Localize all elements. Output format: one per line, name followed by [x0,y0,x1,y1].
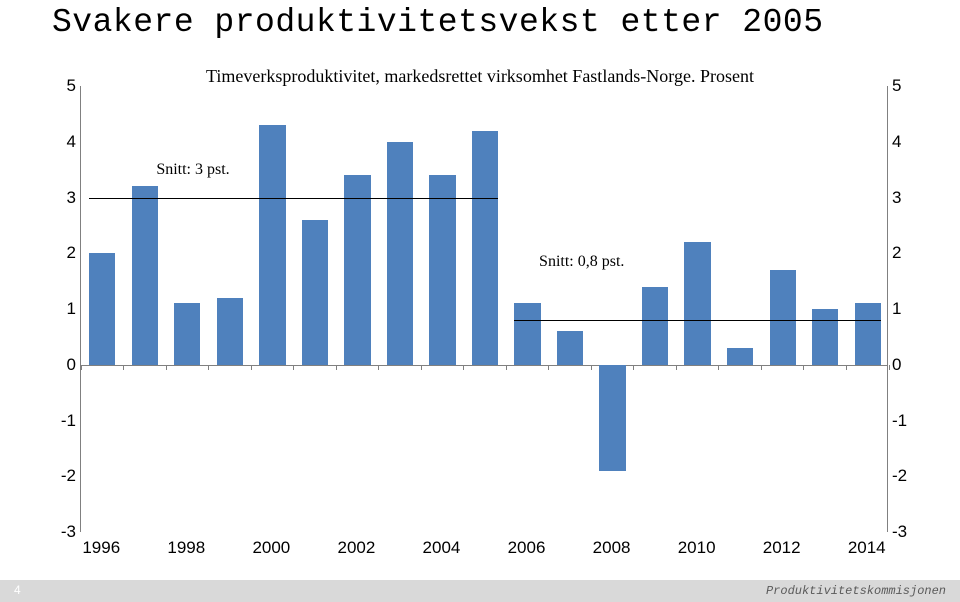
bar-chart: -3-3-2-2-1-10011223344551996199820002002… [56,62,912,556]
x-tick [633,365,634,370]
y-axis-label-left: 5 [56,76,76,96]
y-axis-label-right: 1 [892,299,912,319]
average-line [89,198,498,199]
y-axis-label-left: -2 [56,466,76,486]
average-line [514,320,881,321]
y-axis-label-right: 3 [892,188,912,208]
bar [387,142,413,365]
footer-text: Produktivitetskommisjonen [766,584,946,598]
bar [302,220,328,365]
chart-annotation: Snitt: 3 pst. [156,161,229,179]
x-axis-label: 1998 [156,538,216,558]
y-axis-label-left: 3 [56,188,76,208]
x-axis-label: 2000 [241,538,301,558]
bar [599,365,625,471]
y-axis-label-right: 0 [892,355,912,375]
x-tick [591,365,592,370]
bar [472,131,498,365]
x-tick [506,365,507,370]
x-axis-label: 2010 [667,538,727,558]
x-tick [208,365,209,370]
x-tick [846,365,847,370]
bar [344,175,370,365]
footer-page-number: 4 [14,583,21,597]
bar [770,270,796,365]
bar [429,175,455,365]
x-tick [378,365,379,370]
bar [514,303,540,364]
slide-title: Svakere produktivitetsvekst etter 2005 [52,4,824,41]
slide-root: Svakere produktivitetsvekst etter 2005 T… [0,0,960,602]
x-tick [81,365,82,370]
x-tick [336,365,337,370]
y-axis-label-left: 4 [56,132,76,152]
y-axis-label-left: 0 [56,355,76,375]
footer-bar: 4 Produktivitetskommisjonen [0,580,960,602]
bar [89,253,115,365]
x-tick [421,365,422,370]
y-axis-label-left: -1 [56,411,76,431]
bar [217,298,243,365]
bar [727,348,753,365]
x-tick [251,365,252,370]
bar [812,309,838,365]
x-axis-label: 1996 [71,538,131,558]
y-axis-label-right: 2 [892,243,912,263]
x-tick [718,365,719,370]
y-axis-label-left: 1 [56,299,76,319]
x-axis-label: 2014 [837,538,897,558]
y-axis-label-right: -2 [892,466,912,486]
x-tick [803,365,804,370]
bar [174,303,200,364]
y-axis-label-left: 2 [56,243,76,263]
x-tick [676,365,677,370]
plot-area [80,86,888,532]
x-axis-label: 2002 [326,538,386,558]
x-tick [889,365,890,370]
bar [557,331,583,364]
x-tick [166,365,167,370]
bar [684,242,710,365]
bar [132,186,158,364]
x-tick [463,365,464,370]
x-axis-label: 2006 [497,538,557,558]
x-axis-label: 2004 [411,538,471,558]
bar [642,287,668,365]
bar [259,125,285,365]
x-axis-label: 2012 [752,538,812,558]
x-tick [293,365,294,370]
zero-axis [81,365,887,366]
x-axis-label: 2008 [582,538,642,558]
x-tick [548,365,549,370]
chart-annotation: Snitt: 0,8 pst. [539,253,624,271]
y-axis-label-right: 5 [892,76,912,96]
x-tick [761,365,762,370]
y-axis-label-right: 4 [892,132,912,152]
y-axis-label-right: -1 [892,411,912,431]
x-tick [123,365,124,370]
bar [855,303,881,364]
